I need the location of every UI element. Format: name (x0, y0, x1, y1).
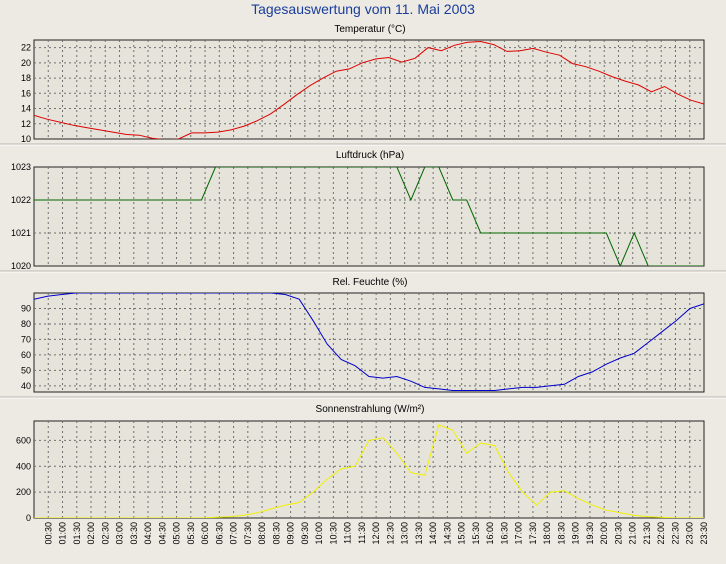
y-tick-label: 600 (16, 435, 31, 445)
x-tick-label: 23:00 (685, 522, 695, 545)
x-tick-label: 07:30 (243, 522, 253, 545)
chart-title: Rel. Feuchte (%) (332, 277, 407, 288)
y-tick-label: 1023 (11, 162, 31, 172)
chart-panel-3: Rel. Feuchte (%) 40 50 60 70 80 90 (21, 277, 705, 393)
x-tick-label: 10:00 (314, 522, 324, 545)
y-tick-label: 18 (21, 73, 31, 83)
chart-title: Luftdruck (hPa) (336, 150, 404, 161)
x-tick-label: 21:30 (642, 522, 652, 545)
x-tick-label: 03:00 (115, 522, 125, 545)
y-tick-label: 0 (26, 513, 31, 523)
x-tick-label: 22:30 (670, 522, 680, 545)
x-tick-label: 04:30 (157, 522, 167, 545)
page-title: Tagesauswertung vom 11. Mai 2003 (251, 1, 475, 17)
x-tick-label: 21:00 (628, 522, 638, 545)
x-tick-label: 11:00 (343, 522, 353, 544)
y-tick-label: 40 (21, 381, 31, 391)
y-tick-label: 20 (21, 58, 31, 68)
series-line (34, 293, 704, 391)
x-tick-label: 04:00 (143, 522, 153, 545)
plot-area (33, 39, 705, 140)
x-tick-label: 02:30 (100, 522, 110, 545)
x-tick-label: 17:00 (514, 522, 524, 545)
x-tick-label: 09:00 (286, 522, 296, 545)
x-tick-label: 01:00 (58, 522, 68, 545)
x-tick-label: 22:00 (656, 522, 666, 545)
series-line (34, 40, 704, 139)
plot-area (33, 420, 705, 519)
chart-panel-1: Temperatur (°C) 10 12 14 16 18 20 22 (21, 24, 705, 144)
x-tick-label: 08:00 (257, 522, 267, 545)
x-tick-label: 17:30 (528, 522, 538, 545)
x-tick-label: 15:00 (457, 522, 467, 545)
y-tick-label: 50 (21, 365, 31, 375)
x-tick-label: 20:30 (613, 522, 623, 545)
plot-area (33, 166, 705, 267)
x-tick-label: 13:30 (414, 522, 424, 545)
x-tick-label: 05:30 (186, 522, 196, 545)
x-tick-label: 02:00 (86, 522, 96, 545)
x-tick-label: 00:30 (43, 522, 53, 545)
x-tick-label: 16:00 (485, 522, 495, 545)
y-tick-label: 22 (21, 43, 31, 53)
x-tick-label: 09:30 (300, 522, 310, 545)
x-tick-label: 13:00 (400, 522, 410, 545)
y-tick-label: 14 (21, 104, 31, 114)
x-tick-label: 03:30 (129, 522, 139, 545)
x-tick-label: 12:30 (385, 522, 395, 545)
y-tick-label: 90 (21, 303, 31, 313)
series-line (34, 424, 704, 518)
y-tick-label: 400 (16, 461, 31, 471)
x-tick-label: 12:00 (371, 522, 381, 545)
x-tick-label: 06:00 (200, 522, 210, 545)
x-tick-label: 19:00 (571, 522, 581, 545)
y-tick-label: 1020 (11, 261, 31, 271)
x-tick-label: 14:00 (428, 522, 438, 545)
y-tick-label: 70 (21, 334, 31, 344)
chart-panel-4: Sonnenstrahlung (W/m²) 0 200 400 600 (16, 404, 705, 523)
y-tick-label: 16 (21, 88, 31, 98)
x-tick-label: 16:30 (499, 522, 509, 545)
y-tick-label: 60 (21, 350, 31, 360)
x-tick-label: 05:00 (172, 522, 182, 545)
y-tick-label: 1021 (11, 228, 31, 238)
series-line (34, 167, 704, 266)
y-tick-label: 200 (16, 487, 31, 497)
x-tick-label: 19:30 (585, 522, 595, 545)
x-tick-label: 20:00 (599, 522, 609, 545)
x-tick-label: 18:00 (542, 522, 552, 545)
x-tick-label: 11:30 (357, 522, 367, 544)
chart-title: Sonnenstrahlung (W/m²) (316, 404, 425, 415)
y-tick-label: 10 (21, 134, 31, 144)
x-tick-label: 18:30 (556, 522, 566, 545)
x-tick-label: 10:30 (328, 522, 338, 545)
x-tick-label: 01:30 (72, 522, 82, 545)
x-tick-label: 23:30 (699, 522, 709, 545)
chart-title: Temperatur (°C) (334, 24, 405, 35)
x-tick-label: 14:30 (442, 522, 452, 545)
x-tick-label: 06:30 (214, 522, 224, 545)
x-tick-label: 07:00 (229, 522, 239, 545)
x-tick-label: 15:30 (471, 522, 481, 545)
y-tick-label: 12 (21, 119, 31, 129)
y-tick-label: 80 (21, 319, 31, 329)
plot-area (33, 292, 705, 393)
chart-panel-2: Luftdruck (hPa) 1020 1021 1022 1023 (11, 150, 705, 271)
x-tick-label: 08:30 (271, 522, 281, 545)
y-tick-label: 1022 (11, 195, 31, 205)
